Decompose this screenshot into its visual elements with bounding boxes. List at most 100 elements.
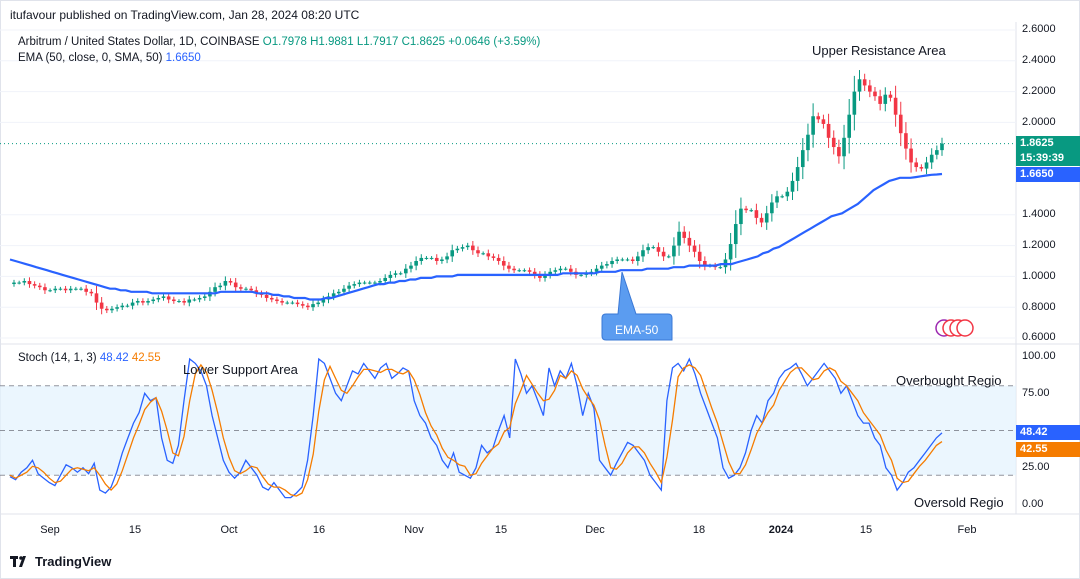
- candle-body: [486, 253, 491, 257]
- oversold-label: Oversold Regio: [914, 495, 1004, 510]
- candle-body: [378, 281, 382, 283]
- candle-body: [362, 282, 367, 284]
- candle-body: [636, 256, 640, 261]
- candle-body: [501, 261, 506, 266]
- candle-body: [321, 299, 326, 303]
- candle-body: [749, 210, 754, 212]
- candle-body: [924, 162, 929, 169]
- stoch-d-line: [9, 363, 943, 497]
- candle-body: [563, 268, 568, 270]
- candle-body: [785, 191, 790, 197]
- candle-body: [223, 281, 228, 286]
- candle-body: [269, 297, 274, 300]
- publisher-line: itufavour published on TradingView.com, …: [10, 8, 360, 22]
- candle-body: [135, 301, 140, 303]
- candle-body: [831, 137, 836, 148]
- time-tick: Oct: [220, 524, 238, 536]
- time-tick: Sep: [40, 524, 60, 536]
- candle-body: [821, 119, 826, 124]
- time-tick: 15: [494, 524, 508, 536]
- candle-body: [352, 284, 357, 286]
- ema-label: EMA (50, close, 0, SMA, 50): [18, 52, 163, 64]
- candle-body: [909, 148, 913, 163]
- price-tick: 1.4000: [1022, 208, 1056, 220]
- candle-body: [733, 224, 738, 245]
- candle-body: [146, 301, 150, 303]
- candle-body: [465, 245, 470, 248]
- candle-body: [744, 208, 748, 211]
- candle-body: [202, 296, 207, 298]
- price-legend: Arbitrum / United States Dollar, 1D, COI…: [18, 36, 540, 48]
- candle-body: [697, 251, 702, 261]
- candle-body: [187, 299, 192, 303]
- ema-legend[interactable]: EMA (50, close, 0, SMA, 50) 1.6650: [18, 52, 201, 64]
- candle-body: [512, 268, 516, 271]
- time-tick: 2024: [768, 524, 794, 536]
- candle-body: [445, 256, 449, 260]
- candle-body: [434, 257, 439, 261]
- stoch-d-legend: 42.55: [131, 352, 161, 364]
- ema-legend-value: 1.6650: [165, 52, 201, 64]
- candle-body: [357, 282, 362, 285]
- candle-body: [739, 208, 743, 225]
- price-tick: 2.4000: [1022, 54, 1056, 66]
- candle-body: [316, 302, 320, 305]
- candle-body: [254, 290, 259, 294]
- candle-body: [868, 85, 872, 92]
- candle-body: [599, 265, 604, 269]
- candle-body: [264, 294, 269, 298]
- candle-body: [166, 296, 171, 300]
- candle-body: [795, 167, 800, 181]
- candle-body: [130, 302, 135, 306]
- candle-body: [800, 150, 805, 168]
- candle-body: [620, 259, 625, 261]
- candle-body: [491, 256, 496, 258]
- candle-body: [646, 247, 650, 251]
- candle-body: [275, 299, 279, 302]
- candle-body: [151, 299, 156, 302]
- candle-body: [610, 261, 614, 265]
- price-tick: 1.0000: [1022, 270, 1056, 282]
- candle-body: [53, 288, 58, 291]
- candle-body: [558, 268, 563, 271]
- event-flag-icon: [956, 319, 974, 337]
- tradingview-logo[interactable]: TradingView: [10, 554, 111, 569]
- candle-body: [383, 277, 388, 282]
- time-tick: Nov: [404, 524, 424, 536]
- candle-body: [99, 302, 104, 309]
- candle-body: [244, 288, 248, 290]
- candle-body: [373, 282, 377, 284]
- ohlc-change: +0.0646 (+3.59%): [448, 36, 541, 48]
- stoch-label: Stoch (14, 1, 3): [18, 352, 97, 364]
- price-tick: 2.2000: [1022, 85, 1056, 97]
- ema-price-tag: 1.6650: [1016, 167, 1080, 182]
- candle-body: [182, 301, 186, 303]
- candle-body: [826, 123, 831, 138]
- candle-body: [532, 271, 537, 275]
- candle-body: [919, 167, 924, 169]
- candle-body: [873, 91, 877, 97]
- countdown-tag: 15:39:39: [1016, 151, 1080, 166]
- stoch-legend[interactable]: Stoch (14, 1, 3) 48.42 42.55: [18, 352, 161, 364]
- candle-body: [429, 257, 434, 259]
- candle-body: [43, 287, 47, 291]
- ema-callout-bubble: [601, 271, 673, 341]
- candle-body: [754, 210, 759, 218]
- candle-body: [393, 273, 398, 275]
- candle-body: [728, 244, 733, 260]
- candle-body: [17, 282, 21, 284]
- candle-body: [481, 253, 485, 255]
- candle-body: [770, 202, 774, 214]
- candle-body: [213, 287, 217, 292]
- candle-body: [388, 274, 393, 278]
- candle-body: [543, 274, 547, 278]
- ema50-line: [9, 172, 943, 301]
- candle-body: [110, 308, 114, 311]
- candle-body: [367, 282, 372, 284]
- candle-body: [27, 281, 32, 285]
- stoch-k-line: [9, 357, 943, 499]
- candle-body: [285, 302, 290, 304]
- candle-body: [48, 290, 52, 292]
- candle-body: [904, 133, 908, 149]
